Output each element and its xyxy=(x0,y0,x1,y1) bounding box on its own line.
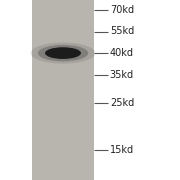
Text: 15kd: 15kd xyxy=(110,145,134,155)
Text: 25kd: 25kd xyxy=(110,98,134,109)
Ellipse shape xyxy=(38,45,88,61)
Ellipse shape xyxy=(31,42,95,64)
Ellipse shape xyxy=(45,47,81,59)
Text: 40kd: 40kd xyxy=(110,48,134,58)
Text: 35kd: 35kd xyxy=(110,70,134,80)
Bar xyxy=(32,0,94,180)
Text: 70kd: 70kd xyxy=(110,5,134,15)
Text: 55kd: 55kd xyxy=(110,26,134,37)
